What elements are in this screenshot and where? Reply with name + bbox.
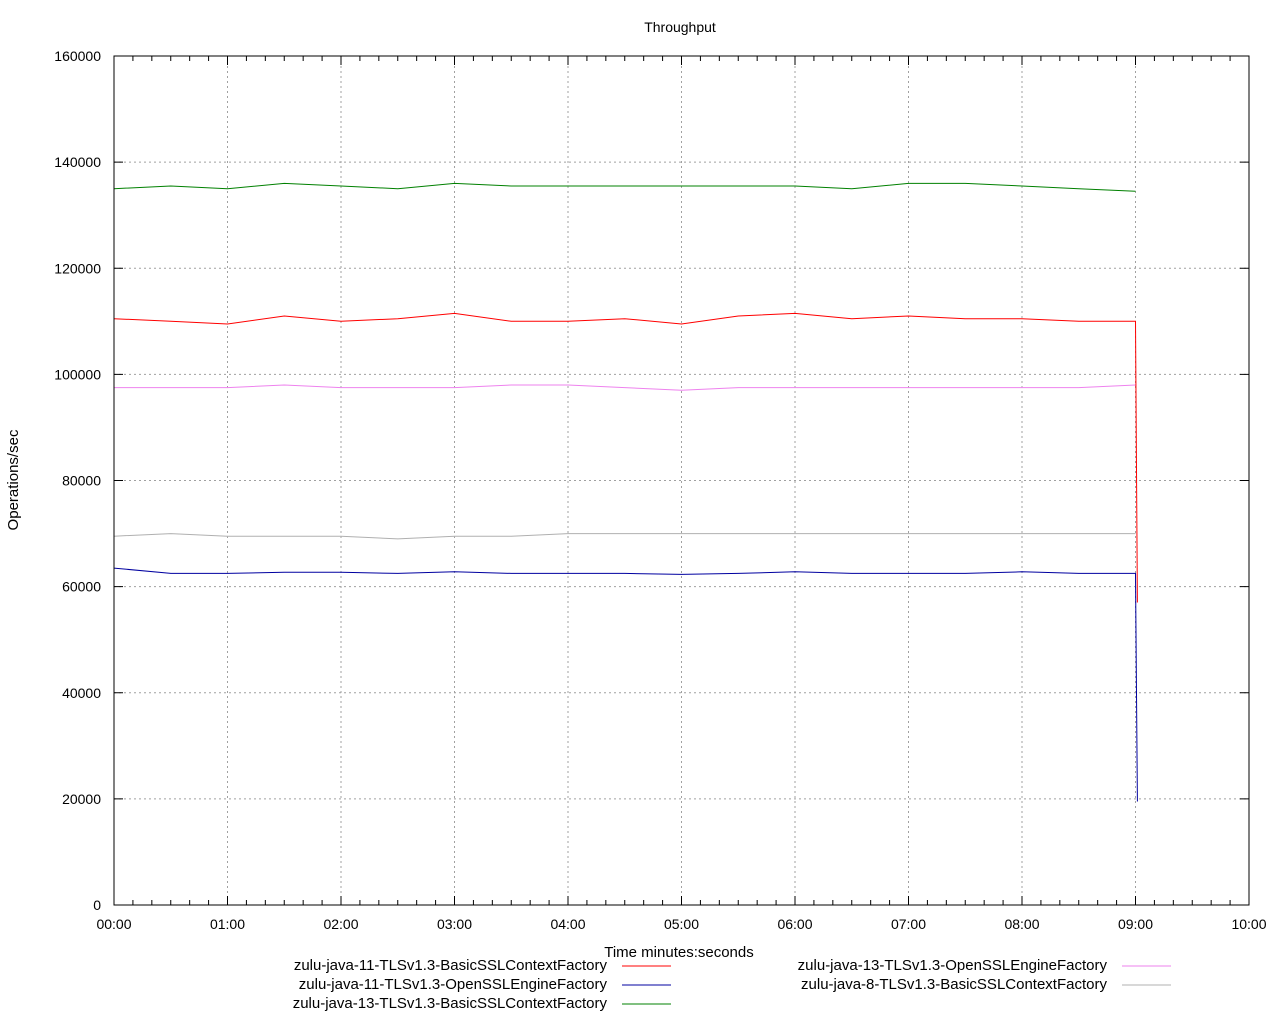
y-tick-label: 160000 <box>54 48 101 64</box>
y-tick-label: 120000 <box>54 260 101 276</box>
series-line <box>113 182 1136 192</box>
y-tick-label: 140000 <box>54 154 101 170</box>
y-tick-label: 0 <box>93 897 101 913</box>
series-line <box>113 312 1138 603</box>
y-tick-label: 60000 <box>62 579 101 595</box>
series-line <box>113 533 1136 540</box>
chart-title: Throughput <box>644 19 716 35</box>
legend-label: zulu-java-11-TLSv1.3-BasicSSLContextFact… <box>294 957 608 974</box>
x-tick-label: 10:00 <box>1231 916 1266 932</box>
x-tick-label: 05:00 <box>664 916 699 932</box>
series-lines <box>113 182 1138 802</box>
y-axis-label: Operations/sec <box>5 429 22 530</box>
legend: zulu-java-11-TLSv1.3-BasicSSLContextFact… <box>293 957 1171 1012</box>
x-tick-label: 06:00 <box>777 916 812 932</box>
x-axis-label: Time minutes:seconds <box>604 944 754 961</box>
y-tick-label: 100000 <box>54 366 101 382</box>
series-line <box>114 384 1136 391</box>
y-tick-label: 80000 <box>62 473 101 489</box>
x-tick-label: 02:00 <box>323 916 358 932</box>
x-tick-label: 03:00 <box>437 916 472 932</box>
legend-label: zulu-java-11-TLSv1.3-OpenSSLEngineFactor… <box>299 976 608 993</box>
x-tick-label: 07:00 <box>891 916 926 932</box>
axis-ticks <box>113 55 1250 906</box>
legend-label: zulu-java-8-TLSv1.3-BasicSSLContextFacto… <box>801 976 1107 993</box>
grid-lines <box>114 56 1249 905</box>
y-tick-label: 20000 <box>62 791 101 807</box>
x-tick-label: 09:00 <box>1118 916 1153 932</box>
y-tick-label: 40000 <box>62 685 101 701</box>
x-tick-label: 00:00 <box>96 916 131 932</box>
x-tick-label: 01:00 <box>210 916 245 932</box>
x-tick-label: 08:00 <box>1004 916 1039 932</box>
legend-label: zulu-java-13-TLSv1.3-OpenSSLEngineFactor… <box>798 957 1108 974</box>
legend-label: zulu-java-13-TLSv1.3-BasicSSLContextFact… <box>293 995 608 1012</box>
y-tick-labels: 0 20000 40000 60000 80000 100000 120000 140000 1… <box>54 48 101 913</box>
x-tick-label: 04:00 <box>550 916 585 932</box>
x-tick-labels: 00:00 01:00 02:00 03:00 04:00 05:00 06:00 07:00… <box>96 916 1266 932</box>
series-line <box>113 567 1138 802</box>
